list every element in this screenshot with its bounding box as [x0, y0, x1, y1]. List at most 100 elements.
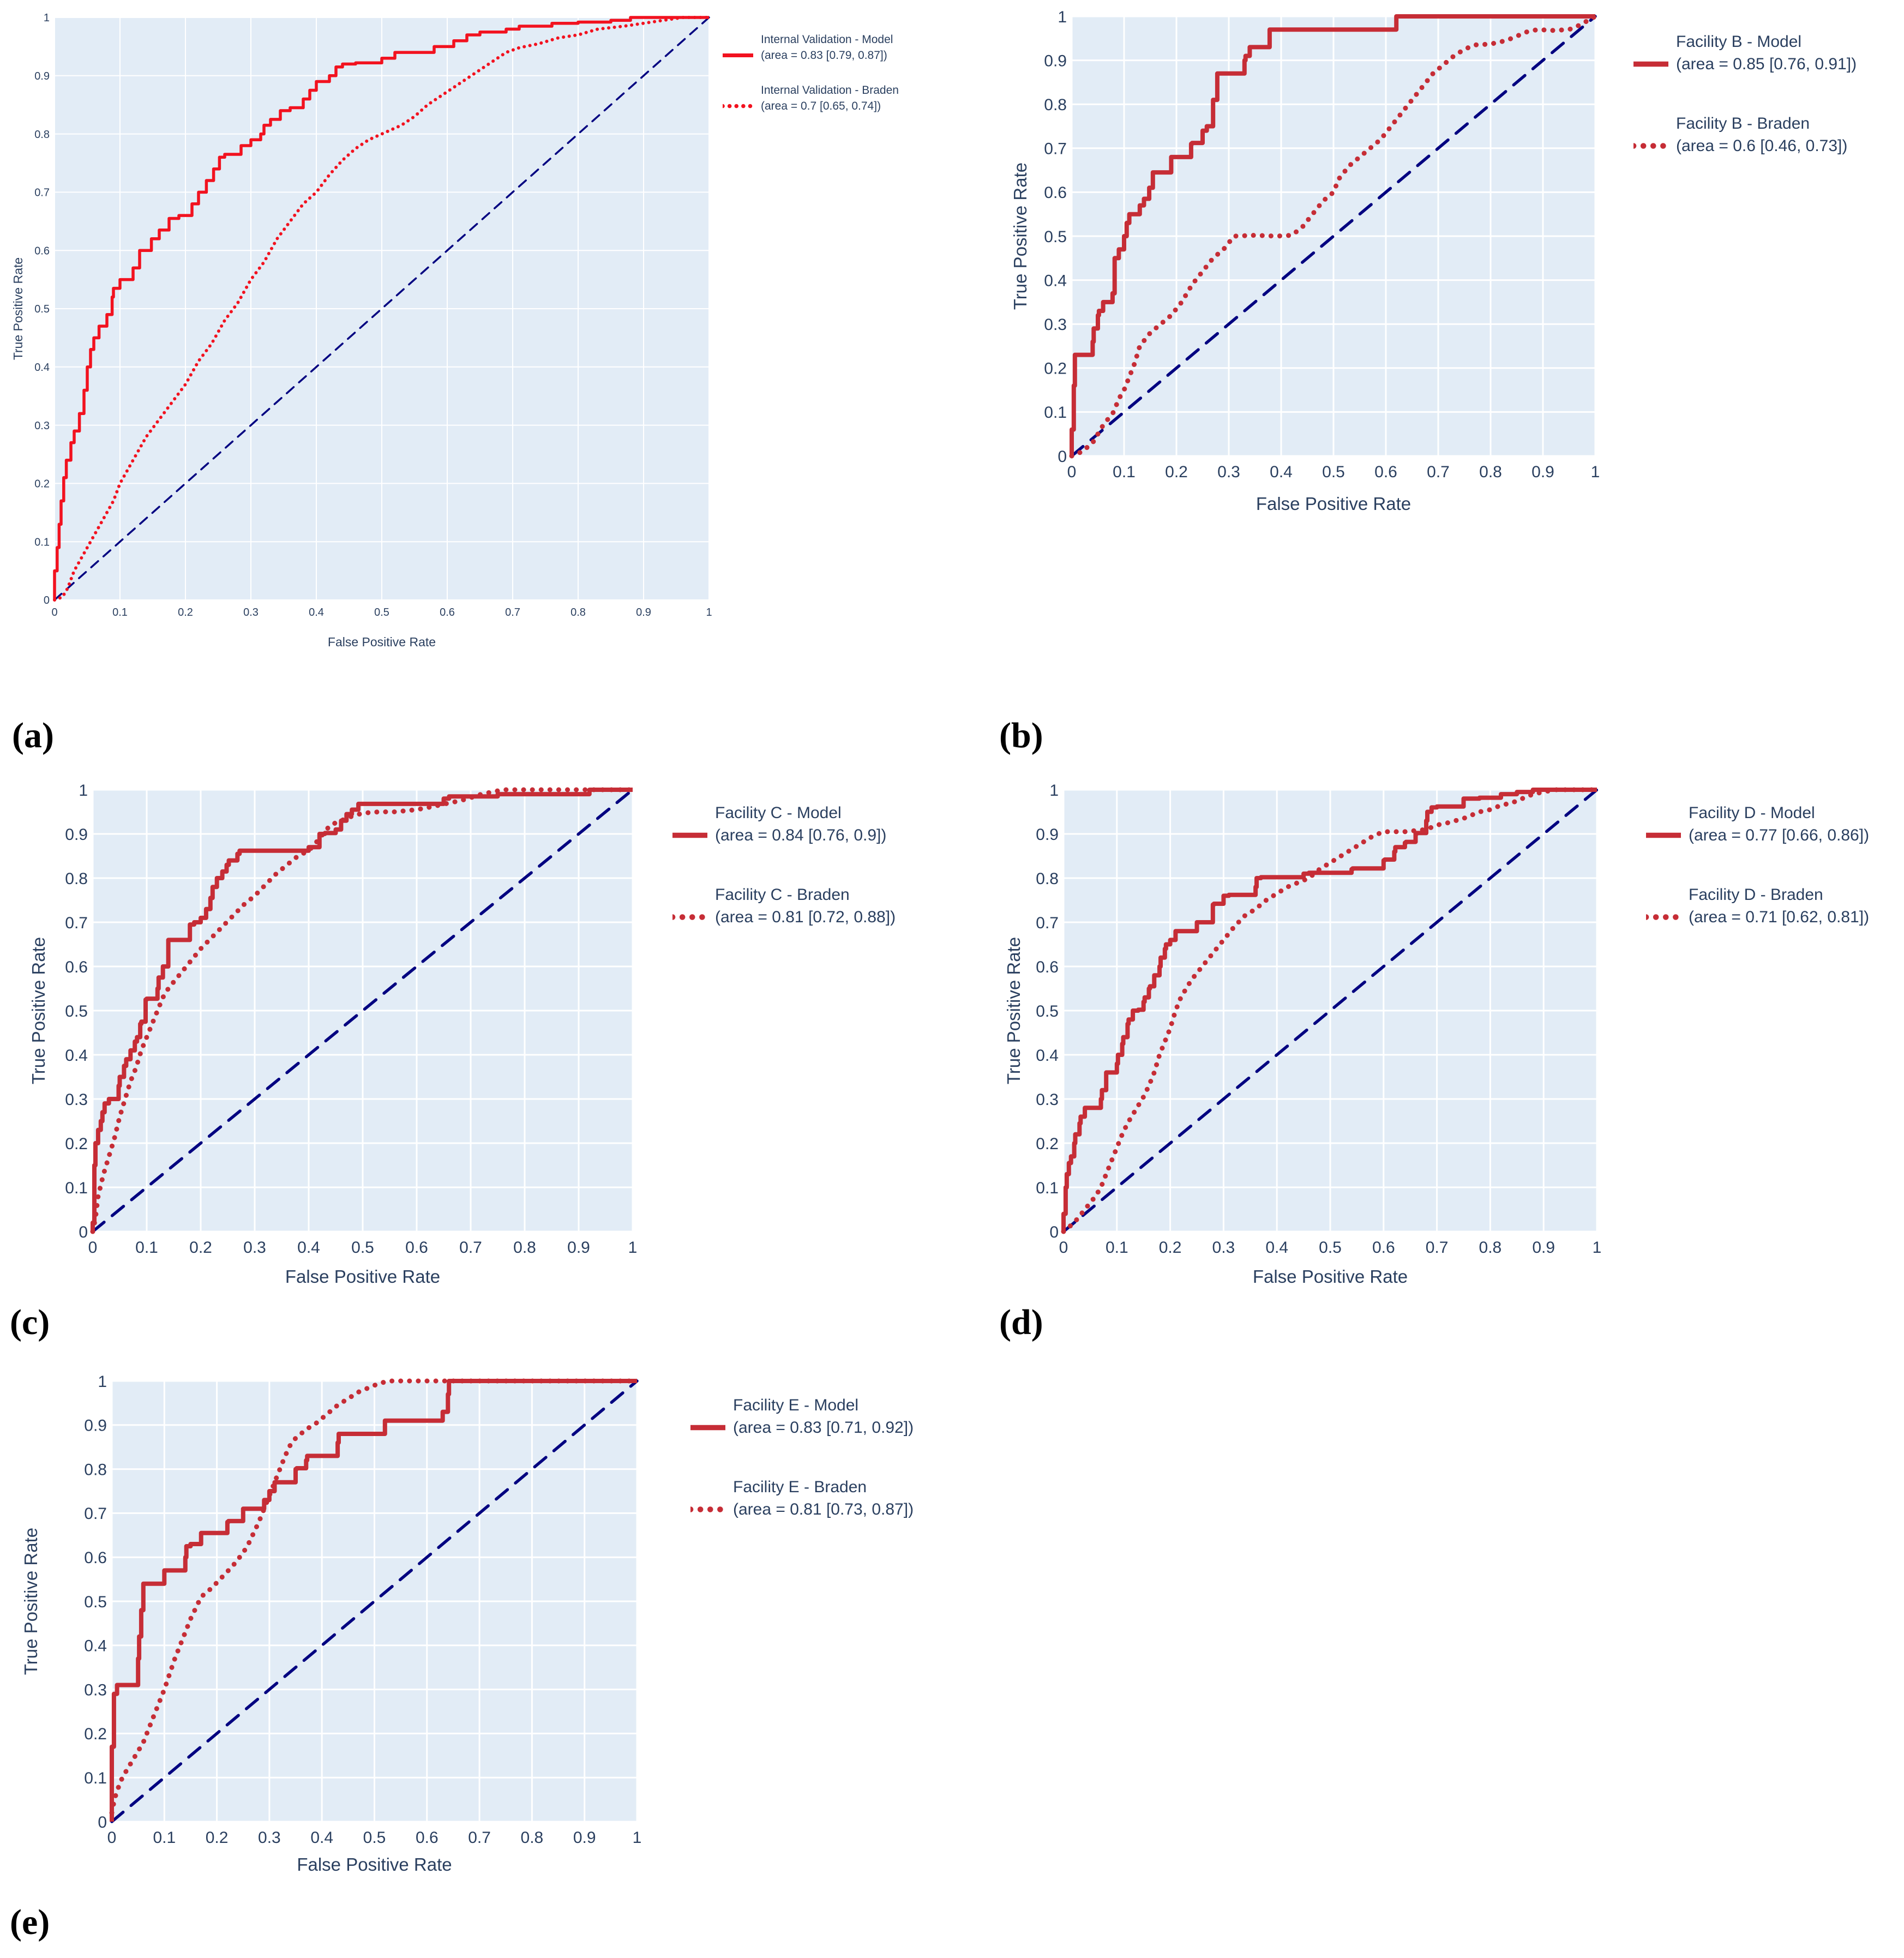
x-tick-label: 0.8: [1479, 1239, 1502, 1257]
legend-series-auc: (area = 0.84 [0.76, 0.9]): [715, 826, 887, 844]
y-tick-label: 0.7: [65, 914, 88, 932]
roc-curve-braden: [1061, 787, 1600, 1234]
x-tick-label: 0.4: [309, 606, 324, 618]
y-tick-label: 0.9: [1044, 52, 1067, 70]
x-axis-title: False Positive Rate: [297, 1854, 452, 1875]
y-tick-label: 0.3: [1044, 316, 1067, 334]
y-tick-label: 0.9: [1036, 826, 1059, 844]
y-tick-label: 0.4: [65, 1047, 88, 1065]
y-tick-label: 0.8: [1036, 870, 1059, 888]
legend-dotted-line-swatch: [690, 1506, 725, 1512]
roc-curve-model: [53, 16, 709, 600]
roc-curve-chance: [1070, 15, 1597, 458]
x-tick-label: 0.2: [206, 1829, 229, 1847]
y-tick-label: 0.7: [1036, 914, 1059, 932]
roc-plot-svg: 0 0.1 0.2 0.3 0.4 0.5 0.6 0.7 0.8 0.9 1 0 0.1 0.2 0.3 0…: [34, 12, 712, 618]
legend-series-auc: (area = 0.77 [0.66, 0.86]): [1689, 826, 1870, 844]
x-tick-label: 0.1: [135, 1239, 158, 1257]
y-tick-label: 0.2: [1036, 1135, 1059, 1153]
legend-series-name: Facility C - Model: [715, 804, 842, 822]
legend-solid-line-swatch: [1646, 832, 1681, 838]
legend-series-auc: (area = 0.6 [0.46, 0.73]): [1676, 137, 1848, 155]
y-tick-label: 0.3: [65, 1091, 88, 1109]
x-tick-label: 0.3: [1212, 1239, 1235, 1257]
x-tick-label: 0.3: [243, 606, 259, 618]
legend-entry: Facility D - Model (area = 0.77 [0.66, 0.…: [1646, 802, 1869, 846]
y-tick-label: 0.8: [34, 129, 50, 141]
y-tick-label: 0.6: [84, 1549, 107, 1567]
roc-plot-area-d: 0 0.1 0.2 0.3 0.4 0.5 0.6 0.7 0.8 0.9 1 0 0.1 0.2 0.3 0…: [1023, 774, 1617, 1274]
y-tick-label: 0.7: [84, 1505, 107, 1523]
legend-series-auc: (area = 0.71 [0.62, 0.81]): [1689, 908, 1870, 926]
x-tick-label: 0.7: [505, 606, 520, 618]
y-tick-label: 0.4: [84, 1637, 107, 1655]
panel-label: (c): [10, 1302, 50, 1342]
legend-series-auc: (area = 0.83 [0.79, 0.87]): [761, 49, 887, 62]
y-tick-label: 0.6: [65, 958, 88, 976]
legend: Facility E - Model (area = 0.83 [0.71, 0.…: [690, 1394, 914, 1558]
legend-series-auc: (area = 0.81 [0.72, 0.88]): [715, 908, 896, 926]
x-tick-label: 1: [633, 1829, 642, 1847]
x-tick-label: 0.9: [1531, 463, 1554, 481]
x-tick-label: 0.1: [112, 606, 128, 618]
legend-series-name: Facility D - Model: [1689, 804, 1815, 822]
legend-solid-line-swatch: [690, 1425, 725, 1431]
legend-dotted-line-swatch: [723, 104, 753, 109]
x-tick-label: 0.2: [1165, 463, 1188, 481]
x-tick-label: 0.4: [310, 1829, 333, 1847]
x-tick-label: 0.3: [243, 1239, 266, 1257]
x-tick-label: 0.1: [153, 1829, 176, 1847]
panel-label: (e): [10, 1902, 50, 1942]
y-axis-title: True Positive Rate: [21, 1527, 41, 1675]
x-tick-label: 0.8: [521, 1829, 544, 1847]
roc-plot-svg: 0 0.1 0.2 0.3 0.4 0.5 0.6 0.7 0.8 0.9 1 0 0.1 0.2 0.3 0…: [65, 782, 637, 1257]
y-tick-label: 0.8: [1044, 96, 1067, 114]
roc-plot-svg: 0 0.1 0.2 0.3 0.4 0.5 0.6 0.7 0.8 0.9 1 0 0.1 0.2 0.3 0…: [1044, 8, 1600, 481]
y-tick-label: 0.8: [65, 870, 88, 888]
y-tick-label: 0.4: [1036, 1047, 1059, 1065]
legend-series-name: Facility B - Braden: [1676, 115, 1810, 133]
legend-series-name: Facility B - Model: [1676, 33, 1802, 51]
x-tick-label: 0.8: [513, 1239, 536, 1257]
x-tick-label: 0.9: [567, 1239, 590, 1257]
y-tick-label: 1: [44, 12, 50, 24]
roc-curve-model: [91, 788, 633, 1232]
x-tick-label: 0.8: [570, 606, 586, 618]
x-tick-label: 0: [1059, 1239, 1068, 1257]
y-tick-label: 0.2: [65, 1135, 88, 1153]
legend-entry: Facility C - Model (area = 0.84 [0.76, 0.…: [672, 802, 896, 846]
y-tick-label: 0.7: [34, 187, 50, 199]
legend: Facility B - Model (area = 0.85 [0.76, 0.…: [1633, 31, 1857, 194]
roc-plot-area-c: 0 0.1 0.2 0.3 0.4 0.5 0.6 0.7 0.8 0.9 1 0 0.1 0.2 0.3 0…: [52, 774, 652, 1274]
y-tick-label: 1: [1049, 782, 1059, 800]
roc-curve-chance: [91, 788, 634, 1233]
y-tick-label: 0: [98, 1813, 107, 1831]
x-tick-label: 0.7: [1427, 463, 1450, 481]
x-tick-label: 0.1: [1113, 463, 1136, 481]
x-tick-label: 0.9: [636, 606, 651, 618]
panel-label: (d): [999, 1302, 1043, 1342]
y-tick-label: 0.1: [84, 1769, 107, 1787]
y-tick-label: 0.6: [1044, 184, 1067, 202]
y-tick-label: 0.1: [34, 536, 50, 548]
y-tick-label: 0.2: [34, 478, 50, 490]
roc-curve-chance: [110, 1379, 639, 1823]
x-axis-title: False Positive Rate: [327, 635, 436, 649]
legend-entry: Facility E - Braden (area = 0.81 [0.73, 0…: [690, 1476, 914, 1521]
y-tick-label: 0.9: [65, 826, 88, 844]
legend-entry: Internal Validation - Braden (area = 0.7 …: [723, 82, 899, 114]
y-tick-label: 0.6: [1036, 958, 1059, 976]
y-tick-label: 0.4: [1044, 272, 1067, 290]
x-tick-label: 0.7: [468, 1829, 491, 1847]
x-tick-label: 0.4: [1270, 463, 1293, 481]
x-tick-label: 0.6: [1374, 463, 1397, 481]
y-tick-label: 0.3: [84, 1681, 107, 1699]
x-tick-label: 0.4: [1265, 1239, 1288, 1257]
legend-dotted-line-swatch: [1633, 143, 1668, 149]
y-tick-label: 0.5: [1036, 1002, 1059, 1020]
roc-curve-model: [1061, 788, 1597, 1232]
legend-series-name: Internal Validation - Model: [761, 33, 893, 46]
x-tick-label: 0.1: [1106, 1239, 1128, 1257]
legend-series-name: Facility E - Model: [733, 1396, 859, 1414]
